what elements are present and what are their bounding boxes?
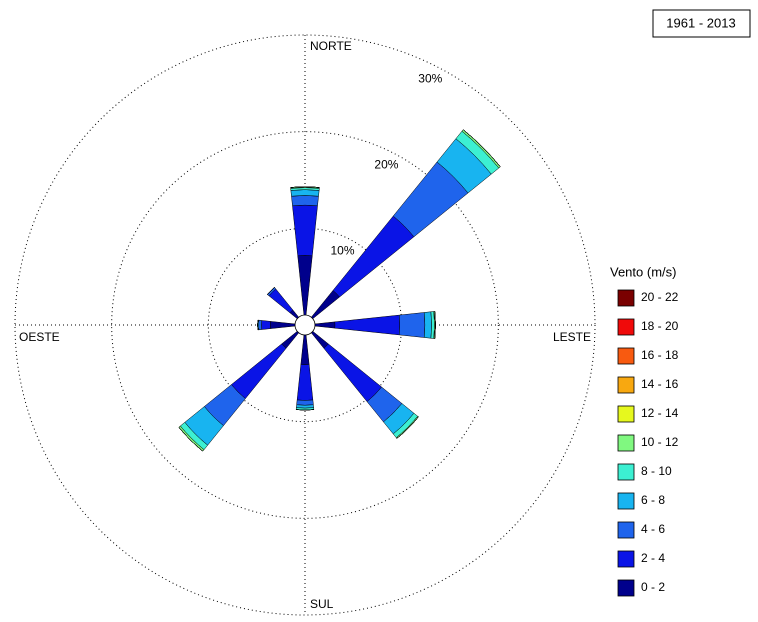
- wedge-segment: [335, 315, 400, 335]
- calm-circle: [295, 315, 315, 335]
- wedge-segment: [424, 312, 431, 338]
- compass-label: LESTE: [553, 330, 591, 344]
- compass-label: SUL: [310, 597, 334, 611]
- wedge-segment: [296, 405, 313, 408]
- compass-label: OESTE: [19, 330, 60, 344]
- r-tick-label: 30%: [418, 71, 442, 85]
- legend-swatch: [618, 493, 634, 509]
- wedge-segment: [291, 195, 318, 205]
- legend-label: 14 - 16: [641, 377, 679, 391]
- legend-swatch: [618, 551, 634, 567]
- wedge-segment: [269, 289, 293, 313]
- wedge-segment: [292, 205, 317, 256]
- wedge-segment: [399, 312, 425, 337]
- legend-swatch: [618, 319, 634, 335]
- wedge-segment: [231, 344, 286, 399]
- legend-label: 16 - 18: [641, 348, 679, 362]
- legend-swatch: [618, 464, 634, 480]
- legend-swatch: [618, 580, 634, 596]
- legend-label: 2 - 4: [641, 551, 665, 565]
- legend-label: 0 - 2: [641, 580, 665, 594]
- wedge-segment: [259, 320, 262, 330]
- wedge-segment: [298, 255, 313, 325]
- legend-label: 20 - 22: [641, 290, 679, 304]
- legend-label: 12 - 14: [641, 406, 679, 420]
- r-tick-label: 20%: [374, 157, 398, 171]
- legend-swatch: [618, 435, 634, 451]
- wedge-segment: [324, 344, 382, 402]
- compass-label: NORTE: [310, 39, 352, 53]
- wedge-segment: [262, 320, 271, 329]
- legend-swatch: [618, 377, 634, 393]
- legend-swatch: [618, 406, 634, 422]
- legend-swatch: [618, 348, 634, 364]
- chart-title: 1961 - 2013: [666, 15, 735, 30]
- r-tick-label: 10%: [331, 244, 355, 258]
- legend-title: Vento (m/s): [610, 264, 676, 279]
- legend-swatch: [618, 522, 634, 538]
- wedge-segment: [297, 364, 313, 400]
- legend-label: 8 - 10: [641, 464, 672, 478]
- legend-label: 4 - 6: [641, 522, 665, 536]
- legend-swatch: [618, 290, 634, 306]
- legend-label: 10 - 12: [641, 435, 679, 449]
- wedge-segment: [291, 190, 319, 197]
- legend-label: 6 - 8: [641, 493, 665, 507]
- legend-label: 18 - 20: [641, 319, 679, 333]
- wedge-segment: [297, 400, 314, 405]
